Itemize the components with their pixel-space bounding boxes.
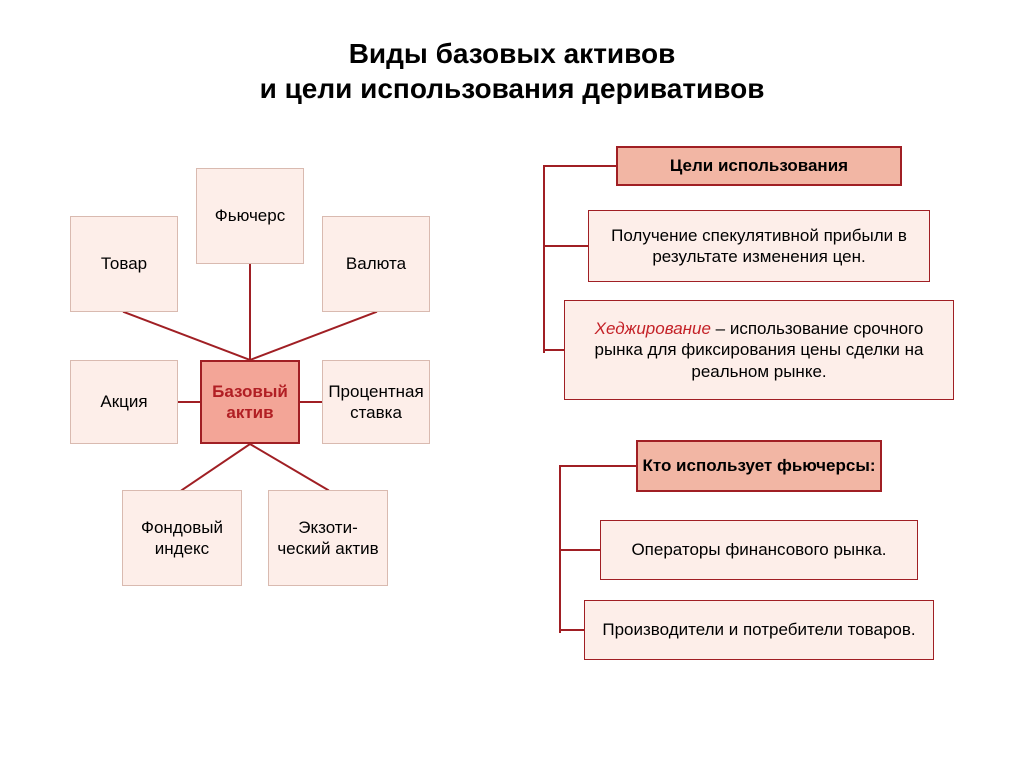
spoke-fond: Фондовыйиндекс — [122, 490, 242, 586]
title-line1: Виды базовых активов — [349, 38, 676, 69]
group1-item0: Операторы финансового рынка. — [600, 520, 918, 580]
group0-item1: Хеджирование – использование срочного ры… — [564, 300, 954, 400]
spoke-protsent: Процентнаяставка — [322, 360, 430, 444]
hub-box: Базовыйактив — [200, 360, 300, 444]
group1-header: Кто использует фьючерсы: — [636, 440, 882, 492]
spoke-valyuta: Валюта — [322, 216, 430, 312]
spoke-tovar: Товар — [70, 216, 178, 312]
page-title: Виды базовых активов и цели использовани… — [0, 36, 1024, 106]
spoke-fyuchers: Фьючерс — [196, 168, 304, 264]
spoke-aktsiya: Акция — [70, 360, 178, 444]
group0-header: Цели использования — [616, 146, 902, 186]
group0-item0: Получение спекулятивной прибыли в резуль… — [588, 210, 930, 282]
group1-item1: Производители и потребители товаров. — [584, 600, 934, 660]
spoke-ekzot: Экзоти-ческий актив — [268, 490, 388, 586]
title-line2: и цели использования деривативов — [260, 73, 765, 104]
